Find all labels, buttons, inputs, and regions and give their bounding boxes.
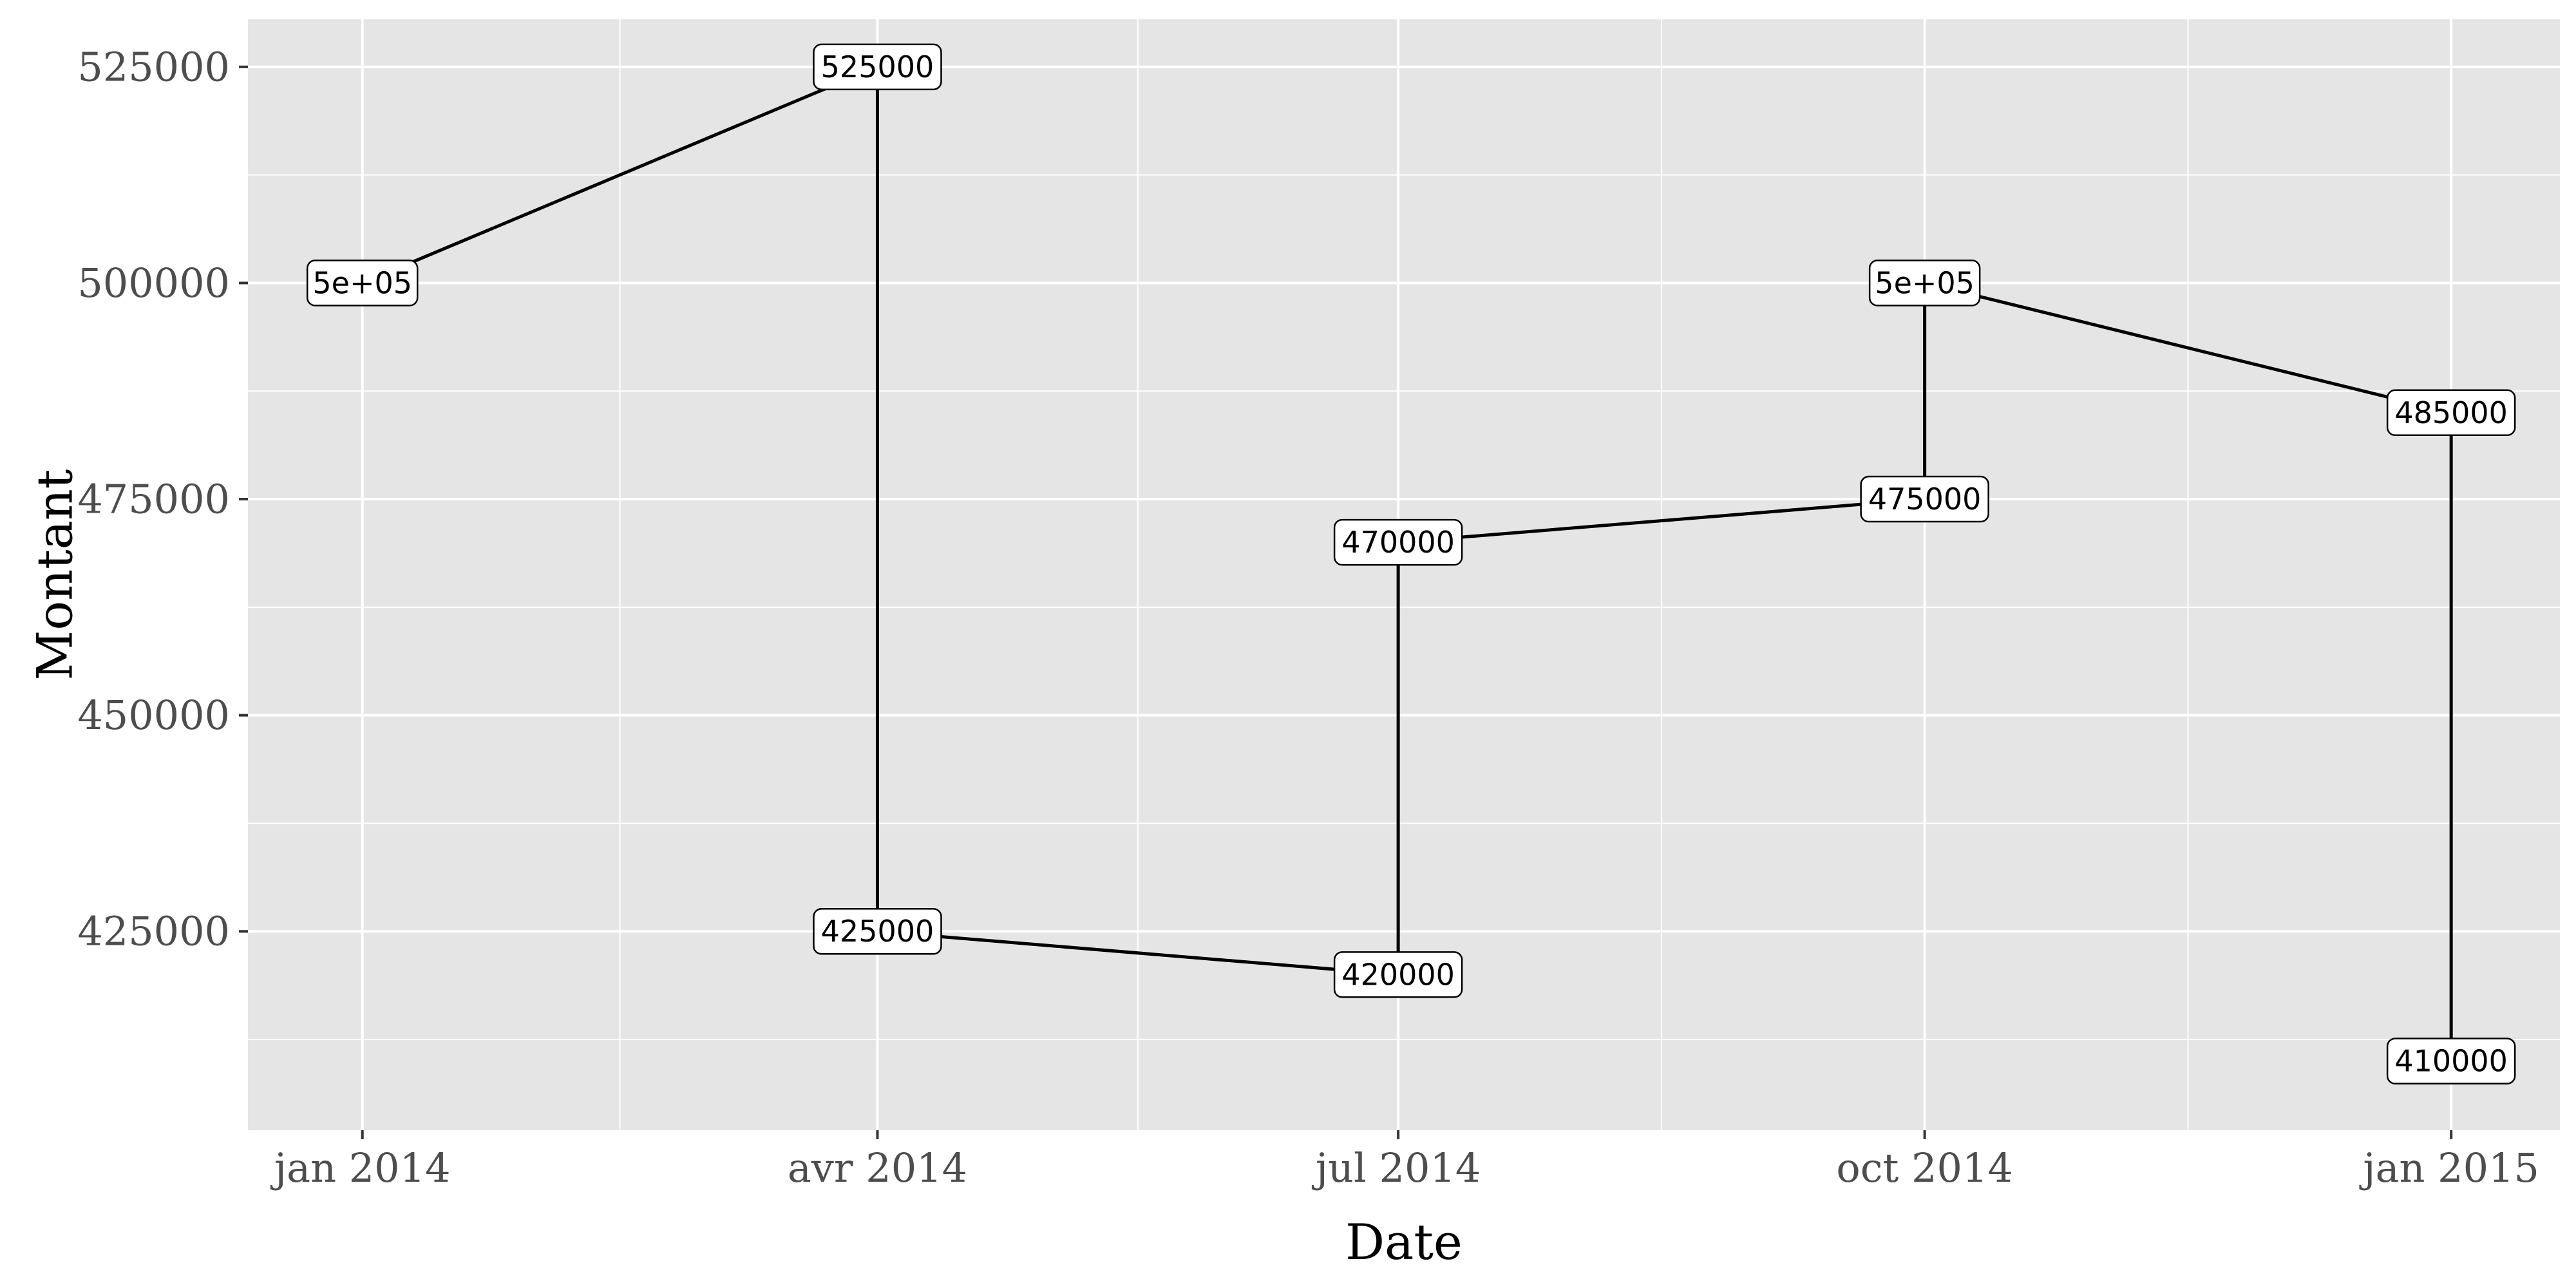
data-label-box [1860, 475, 1989, 523]
y-tick-label: 500000 [77, 260, 230, 307]
x-tick-label: jan 2014 [270, 1144, 451, 1191]
data-label-text: 5e+05 [312, 265, 412, 300]
data-label: 470000 [1333, 518, 1463, 566]
series-line-segment [877, 929, 1399, 976]
data-label-box [813, 907, 942, 955]
data-label-text: 475000 [1868, 482, 1982, 516]
y-tick-label: 425000 [77, 908, 230, 955]
data-label: 5e+05 [306, 260, 419, 307]
data-label: 425000 [813, 907, 942, 955]
x-axis-title: Date [1345, 1213, 1463, 1271]
x-axis: jan 2014 avr 2014 jul 2014 oct 2014 jan 2015 [270, 1130, 2539, 1191]
y-tick-label: 450000 [77, 692, 230, 739]
x-tick-label: jul 2014 [1312, 1144, 1481, 1191]
data-label-text: 410000 [2394, 1044, 2508, 1079]
data-label-box [1868, 260, 1981, 307]
y-axis-title: Montant [26, 469, 84, 681]
data-label: 410000 [2386, 1037, 2516, 1084]
data-label-text: 525000 [821, 50, 934, 84]
data-label: 475000 [1860, 475, 1989, 523]
series-line-segment [361, 65, 878, 285]
y-axis: 425000 450000 475000 500000 525000 [77, 43, 248, 955]
data-label: 5e+05 [1868, 260, 1981, 307]
x-tick-label: oct 2014 [1836, 1144, 2012, 1191]
data-label-box [1333, 951, 1463, 998]
data-label: 420000 [1333, 951, 1463, 998]
data-label-box [2386, 1037, 2516, 1084]
series-lines [361, 65, 2453, 1061]
data-labels: 5e+05 525000 425000 420000 470000 475000 5e+05… [306, 43, 2516, 1084]
y-tick-label: 525000 [77, 43, 230, 90]
data-label: 485000 [2386, 389, 2516, 437]
plot-panel [248, 19, 2560, 1130]
data-label: 525000 [813, 43, 942, 91]
series-line-segment [1397, 497, 1925, 544]
data-label-box [813, 43, 942, 91]
x-tick-label: avr 2014 [788, 1144, 967, 1191]
x-tick-label: jan 2015 [2359, 1144, 2539, 1191]
data-label-text: 5e+05 [1875, 265, 1975, 300]
data-label-box [2386, 389, 2516, 437]
data-label-text: 425000 [821, 914, 934, 949]
data-label-text: 470000 [1341, 525, 1455, 560]
series-line-segment [1924, 281, 2452, 415]
data-label-text: 485000 [2394, 395, 2508, 430]
grid-minor [248, 19, 2560, 1130]
data-label-text: 420000 [1341, 957, 1455, 992]
y-tick-label: 475000 [77, 476, 230, 523]
data-label-box [1333, 518, 1463, 566]
data-label-box [306, 260, 419, 307]
